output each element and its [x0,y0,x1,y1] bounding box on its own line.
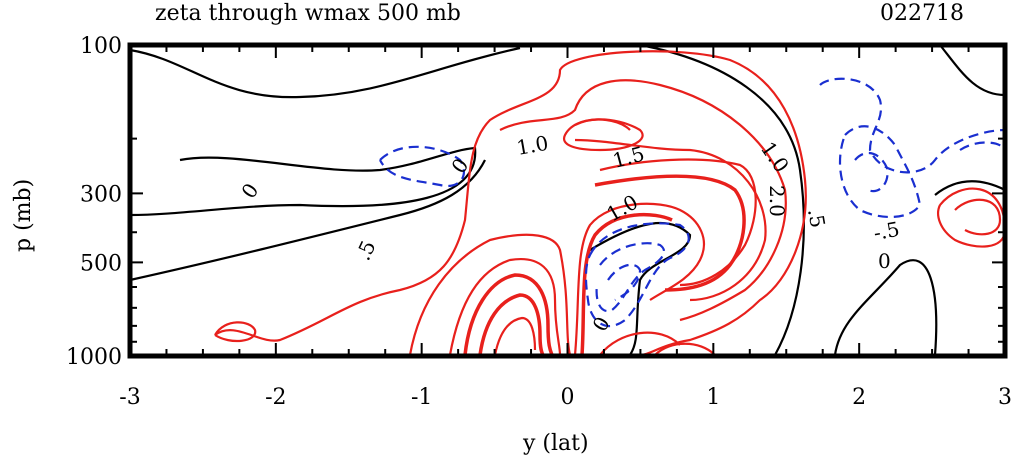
zero-contour-top-left [129,46,521,99]
positive-contour-lobe-3 [493,316,537,356]
x-tick-label: 1 [706,385,720,410]
x-axis-label: y (lat) [522,431,589,456]
positive-contour-ridge [599,158,757,287]
positive-contour-far-right-1 [937,187,1007,248]
negative-contour-left [379,145,465,188]
negative-contour-trough-inner [607,263,642,301]
negative-contour-trough-outer [584,222,690,328]
contour-label-8: .5 [351,237,381,264]
contour-label-10: 0 [878,249,891,273]
positive-contour-lobe-bold-2 [478,293,545,356]
positive-contour-outer [214,50,807,357]
positive-contour-trough-edge [573,202,705,356]
positive-contour-bold-1 [594,174,746,292]
positive-contour-bottom-1 [599,331,681,356]
axis-ticks [129,44,1006,357]
chart-title: zeta through wmax 500 mb [155,1,461,26]
zero-contour-far-right-top [939,44,1006,97]
contour-label-2: 1.5 [610,141,647,172]
contour-label-3: 1.0 [756,137,794,177]
x-tick-label: 3 [998,385,1012,410]
negative-contour-trough-mid [595,242,666,313]
contour-label-5: .5 [803,207,830,230]
positive-contours [214,50,1007,357]
contour-label-11: 1.0 [603,190,643,227]
negative-contour-far-right [959,141,1006,151]
y-tick-labels: 100 300 500 1000 [66,34,122,370]
positive-contour-lobe-bold-1 [463,273,554,356]
x-tick-label: 0 [561,385,575,410]
zero-contour-right-trough [639,43,805,356]
x-tick-label: -2 [265,385,286,410]
positive-contour-left-small [214,321,257,343]
zero-contour-lower-left [129,159,486,282]
y-tick-label: 1000 [66,345,122,370]
positive-contour-trough-bold [580,212,673,356]
y-axis-label: p (mb) [11,179,36,252]
y-tick-label: 100 [80,34,122,59]
x-tick-label: -3 [119,385,140,410]
contour-label-9: -.5 [872,217,902,245]
y-tick-label: 300 [80,182,122,207]
contour-label-4: 2.0 [765,185,789,217]
positive-contour-lobe-2 [448,257,562,356]
x-tick-label: 2 [852,385,866,410]
positive-contour-inner-2 [574,138,767,302]
positive-contour-far-right-2 [954,198,1002,236]
contour-label-12: 0 [588,312,615,335]
negative-contour-right-trough-inner [838,125,922,219]
zero-contour-far-right-mid [934,180,1006,196]
zero-contours [129,43,1006,356]
run-label: 022718 [880,1,964,26]
negative-contours [379,77,1006,328]
contour-label-7: 0 [236,179,263,203]
positive-contour-lobe-1 [408,233,572,356]
positive-contour-inner-1 [499,79,787,322]
y-tick-label: 500 [80,251,122,276]
positive-contour-bottom-2 [654,342,716,356]
positive-contour-cell-2 [574,118,631,131]
x-tick-label: -1 [411,385,432,410]
negative-contour-right-trough-core [854,151,889,193]
contour-label-1: 1.0 [515,131,550,160]
negative-contour-right-trough [819,77,1006,174]
zero-contour-upper-left [129,146,477,217]
zero-contour-right-dome [833,259,938,356]
x-tick-labels: -3 -2 -1 0 1 2 3 [119,385,1012,410]
